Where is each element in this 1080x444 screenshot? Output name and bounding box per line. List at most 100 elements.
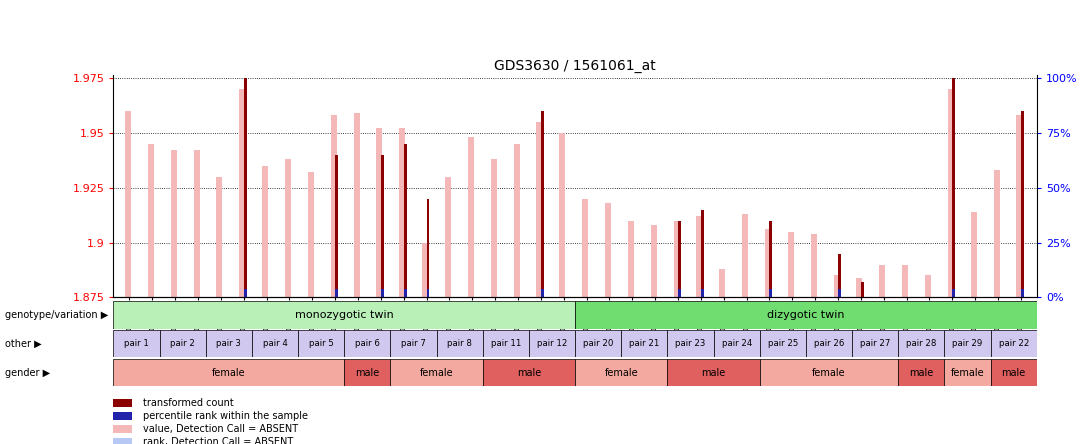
Bar [252,330,298,357]
Text: female: female [950,368,984,377]
Bar [879,265,886,297]
Bar [160,330,205,357]
Bar [404,289,406,297]
Bar [838,289,841,297]
Bar [994,170,999,297]
Bar [944,359,990,386]
Bar [240,89,245,297]
Text: percentile rank within the sample: percentile rank within the sample [143,412,308,421]
Bar [697,216,702,297]
Bar [541,289,543,297]
Bar [701,289,704,297]
Text: pair 20: pair 20 [583,339,613,348]
Bar [760,359,899,386]
Bar [1016,115,1023,297]
Text: female: female [812,368,846,377]
Bar [769,221,772,297]
Bar [582,198,589,297]
Bar [742,214,748,297]
Bar [427,289,430,297]
Bar [262,166,268,297]
Text: value, Detection Call = ABSENT: value, Detection Call = ABSENT [143,424,298,434]
Bar [678,289,680,297]
Bar [576,330,621,357]
Text: transformed count: transformed count [143,398,234,408]
Bar [148,143,153,297]
Text: pair 1: pair 1 [124,339,149,348]
Bar [769,289,772,297]
Text: pair 4: pair 4 [262,339,287,348]
Bar [537,122,542,297]
Bar [990,359,1037,386]
Text: pair 2: pair 2 [171,339,195,348]
Bar [944,330,990,357]
Text: pair 12: pair 12 [537,339,567,348]
Bar [193,150,200,297]
Text: pair 5: pair 5 [309,339,334,348]
Bar [285,159,291,297]
Bar [806,330,852,357]
Bar [667,330,714,357]
Bar [381,155,383,297]
Text: gender ▶: gender ▶ [5,368,51,377]
Text: pair 22: pair 22 [999,339,1029,348]
Text: pair 27: pair 27 [860,339,890,348]
Text: pair 28: pair 28 [906,339,936,348]
Bar [244,78,246,297]
Bar [678,221,680,297]
Bar [765,230,771,297]
Text: pair 6: pair 6 [355,339,380,348]
Text: pair 8: pair 8 [447,339,472,348]
Bar [483,330,529,357]
Text: pair 23: pair 23 [675,339,705,348]
Bar [719,269,726,297]
Text: male: male [909,368,933,377]
Text: genotype/variation ▶: genotype/variation ▶ [5,310,109,320]
Bar [924,275,931,297]
Bar [621,330,667,357]
Bar [244,289,246,297]
Bar [483,359,576,386]
Bar [1021,289,1024,297]
Bar [113,400,132,408]
Text: pair 7: pair 7 [401,339,426,348]
Text: rank, Detection Call = ABSENT: rank, Detection Call = ABSENT [143,437,294,444]
Bar [205,330,252,357]
Bar [852,330,899,357]
Bar [701,210,704,297]
Text: female: female [212,368,245,377]
Bar [113,330,160,357]
Text: monozygotic twin: monozygotic twin [295,310,393,320]
Bar [559,133,565,297]
Bar [650,225,657,297]
Bar [856,278,862,297]
Bar [330,115,337,297]
Bar [811,234,816,297]
Text: pair 21: pair 21 [630,339,660,348]
Text: other ▶: other ▶ [5,339,42,349]
Bar [113,301,576,329]
Bar [436,330,483,357]
Text: male: male [702,368,726,377]
Bar [468,137,474,297]
Bar [404,143,406,297]
Text: pair 3: pair 3 [216,339,241,348]
Text: pair 25: pair 25 [768,339,798,348]
Bar [113,425,132,433]
Bar [308,172,314,297]
Bar [445,177,451,297]
Bar [838,254,841,297]
Bar [427,198,430,297]
Text: female: female [420,368,454,377]
Bar [971,212,976,297]
Bar [899,359,944,386]
Bar [667,359,760,386]
Bar [125,111,131,297]
Bar [391,359,483,386]
Bar [576,359,667,386]
Bar [381,289,383,297]
Text: pair 11: pair 11 [490,339,521,348]
Bar [400,128,405,297]
Title: GDS3630 / 1561061_at: GDS3630 / 1561061_at [495,59,656,73]
Bar [490,159,497,297]
